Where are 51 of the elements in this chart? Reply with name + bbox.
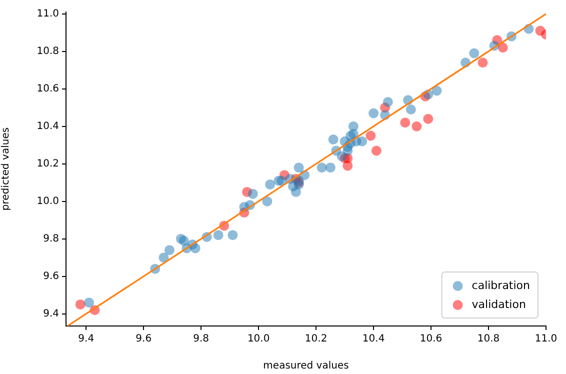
y-tick-label: 10.2 [36,158,59,170]
point [190,243,200,254]
point [262,196,272,206]
y-tick-label: 10.0 [36,196,59,207]
y-tick-label: 9.8 [43,233,59,244]
point [423,114,434,124]
point [406,104,416,114]
x-tick-label: 10.0 [247,334,270,345]
legend-label: validation [472,298,526,311]
y-tick-label: 9.6 [43,270,59,282]
x-tick-label: 9.8 [193,334,210,345]
x-tick-label: 9.6 [136,334,152,345]
point [265,179,276,190]
point [469,48,480,58]
point [158,252,169,263]
point [412,121,422,132]
point [371,146,382,156]
point [248,188,258,199]
y-tick-label: 9.4 [43,308,59,320]
point [228,230,238,240]
x-tick-label: 10.6 [420,334,442,345]
point [366,130,376,141]
y-tick-label: 10.4 [36,120,59,132]
y-tick-label: 10.8 [36,46,59,57]
point [213,230,224,240]
point [478,58,488,68]
x-tick-label: 10.8 [477,334,500,345]
point [84,298,94,308]
point [75,299,86,310]
point [348,121,358,132]
point [294,162,304,173]
point [368,108,379,118]
y-tick-label: 11.0 [36,8,59,20]
point [342,160,353,171]
x-tick-label: 9.4 [78,334,94,345]
x-tick-label: 10.2 [304,334,328,345]
point [498,42,508,53]
point [316,162,327,173]
y-axis-title: predicted values [0,127,12,211]
point [325,162,336,173]
x-tick-label: 10.4 [362,334,385,345]
point [357,136,368,146]
point [382,96,393,107]
y-tick-label: 10.6 [36,83,59,94]
point [328,134,338,144]
x-axis-title: measured values [263,360,349,372]
point [432,86,442,96]
point [164,245,174,256]
x-tick-label: 11.0 [534,334,558,345]
point [400,118,410,128]
legend-label: calibration [472,278,530,292]
